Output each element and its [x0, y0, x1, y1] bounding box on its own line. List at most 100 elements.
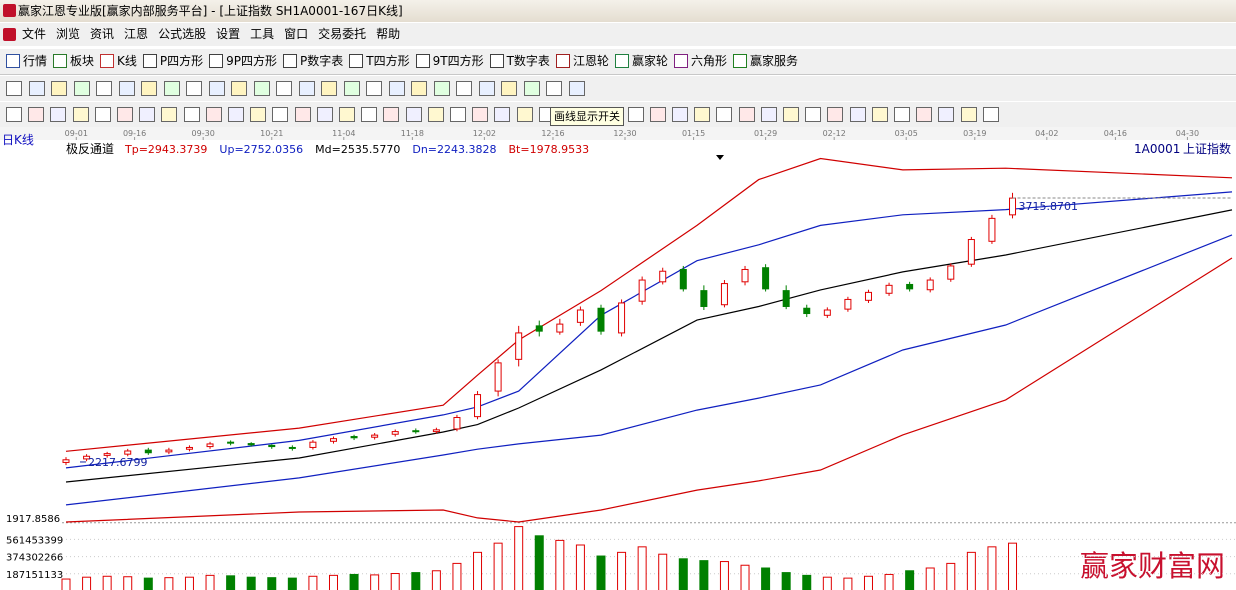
- toolbar-button[interactable]: 江恩轮: [555, 49, 609, 74]
- tool-icon[interactable]: [161, 107, 178, 122]
- tool-icon[interactable]: [96, 81, 112, 96]
- tool-icon[interactable]: [321, 81, 337, 96]
- tool-icon[interactable]: [163, 81, 180, 96]
- tool-icon[interactable]: [546, 81, 562, 96]
- toolbar-button[interactable]: P数字表: [283, 49, 343, 74]
- tool-icon[interactable]: [760, 107, 777, 122]
- tool-icon[interactable]: [960, 107, 977, 122]
- menu-item[interactable]: 设置: [216, 27, 241, 41]
- volume-bar: [740, 564, 750, 590]
- tool-icon[interactable]: [228, 107, 244, 122]
- toolbar-icon: [415, 54, 430, 68]
- tool-icon[interactable]: [783, 107, 799, 122]
- toolbar-button[interactable]: 板块: [53, 49, 94, 74]
- volume-bar: [143, 577, 153, 590]
- tool-icon[interactable]: [501, 81, 517, 96]
- toolbar-button[interactable]: 9T四方形: [415, 49, 484, 74]
- tool-icon[interactable]: [339, 107, 355, 122]
- tool-icon[interactable]: [73, 81, 90, 96]
- tool-icon[interactable]: [738, 107, 755, 122]
- tool-icon[interactable]: [388, 81, 405, 96]
- tool-icon[interactable]: [433, 81, 450, 96]
- toolbar-button[interactable]: 六角形: [673, 49, 727, 74]
- tool-icon[interactable]: [982, 107, 999, 122]
- tool-icon[interactable]: [366, 81, 382, 96]
- tool-icon[interactable]: [94, 107, 111, 122]
- candle-body: [556, 323, 564, 333]
- menu-item[interactable]: 公式选股: [158, 27, 207, 41]
- menu-item[interactable]: 交易委托: [318, 27, 367, 41]
- tool-icon[interactable]: [568, 81, 585, 96]
- tool-icon[interactable]: [276, 81, 292, 96]
- toolbar-button[interactable]: 赢家服务: [732, 49, 798, 74]
- tool-icon[interactable]: [117, 107, 133, 122]
- toolbar-button[interactable]: 行情: [6, 49, 47, 74]
- tool-icon[interactable]: [205, 107, 222, 122]
- tool-icon[interactable]: [272, 107, 289, 122]
- tool-icon[interactable]: [716, 107, 733, 122]
- tool-icon[interactable]: [805, 107, 822, 122]
- menu-item[interactable]: 江恩: [124, 27, 149, 41]
- tool-icon[interactable]: [250, 107, 267, 122]
- tool-icon[interactable]: [649, 107, 666, 122]
- tool-icon[interactable]: [383, 107, 400, 122]
- tool-icon[interactable]: [316, 107, 333, 122]
- tool-icon[interactable]: [186, 81, 202, 96]
- tool-icon[interactable]: [894, 107, 910, 122]
- toolbar-button[interactable]: T四方形: [349, 49, 410, 74]
- tool-icon[interactable]: [456, 81, 472, 96]
- tool-icon[interactable]: [294, 107, 311, 122]
- tool-icon[interactable]: [361, 107, 378, 122]
- toolbar-button[interactable]: K线: [100, 49, 137, 74]
- tool-icon[interactable]: [627, 107, 644, 122]
- tool-icon[interactable]: [28, 107, 45, 122]
- tool-icon[interactable]: [494, 107, 511, 122]
- tool-icon[interactable]: [916, 107, 933, 122]
- toolbar-button[interactable]: T数字表: [489, 49, 550, 74]
- indicator-value: Dn=2243.3828: [412, 143, 496, 156]
- tool-icon[interactable]: [298, 81, 315, 96]
- tool-icon[interactable]: [523, 81, 540, 96]
- tool-icon[interactable]: [6, 107, 22, 122]
- tool-icon[interactable]: [6, 81, 22, 96]
- tool-icon[interactable]: [411, 81, 427, 96]
- toolbar-button[interactable]: P四方形: [142, 49, 203, 74]
- volume-bar: [802, 574, 812, 590]
- menu-item[interactable]: 窗口: [284, 27, 309, 41]
- toolbar-button[interactable]: 9P四方形: [209, 49, 277, 74]
- tool-icon[interactable]: [405, 107, 422, 122]
- tool-icon[interactable]: [141, 81, 157, 96]
- volume-bar: [905, 570, 915, 590]
- tool-icon[interactable]: [478, 81, 495, 96]
- tool-icon[interactable]: [516, 107, 533, 122]
- tool-icon[interactable]: [938, 107, 955, 122]
- tool-icon[interactable]: [450, 107, 466, 122]
- tool-icon[interactable]: [672, 107, 688, 122]
- menu-item[interactable]: 资讯: [90, 27, 115, 41]
- tool-icon[interactable]: [827, 107, 844, 122]
- tool-icon[interactable]: [139, 107, 156, 122]
- menu-item[interactable]: 帮助: [376, 27, 401, 41]
- tool-icon[interactable]: [871, 107, 888, 122]
- menu-item[interactable]: 文件: [22, 27, 47, 41]
- tool-icon[interactable]: [72, 107, 89, 122]
- tool-icon[interactable]: [208, 81, 225, 96]
- tool-icon[interactable]: [231, 81, 247, 96]
- menu-item[interactable]: 浏览: [56, 27, 81, 41]
- candle-body: [679, 268, 687, 290]
- candle-body: [638, 279, 646, 302]
- menu-item[interactable]: 工具: [250, 27, 275, 41]
- tool-icon[interactable]: [183, 107, 200, 122]
- tool-icon[interactable]: [694, 107, 711, 122]
- tool-icon[interactable]: [51, 81, 67, 96]
- tool-icon[interactable]: [427, 107, 444, 122]
- toolbar-button[interactable]: 赢家轮: [614, 49, 668, 74]
- tool-icon[interactable]: [28, 81, 45, 96]
- tool-icon[interactable]: [343, 81, 360, 96]
- volume-bar: [226, 575, 236, 590]
- tool-icon[interactable]: [253, 81, 270, 96]
- tool-icon[interactable]: [472, 107, 489, 122]
- tool-icon[interactable]: [50, 107, 67, 122]
- tool-icon[interactable]: [118, 81, 135, 96]
- tool-icon[interactable]: [849, 107, 866, 122]
